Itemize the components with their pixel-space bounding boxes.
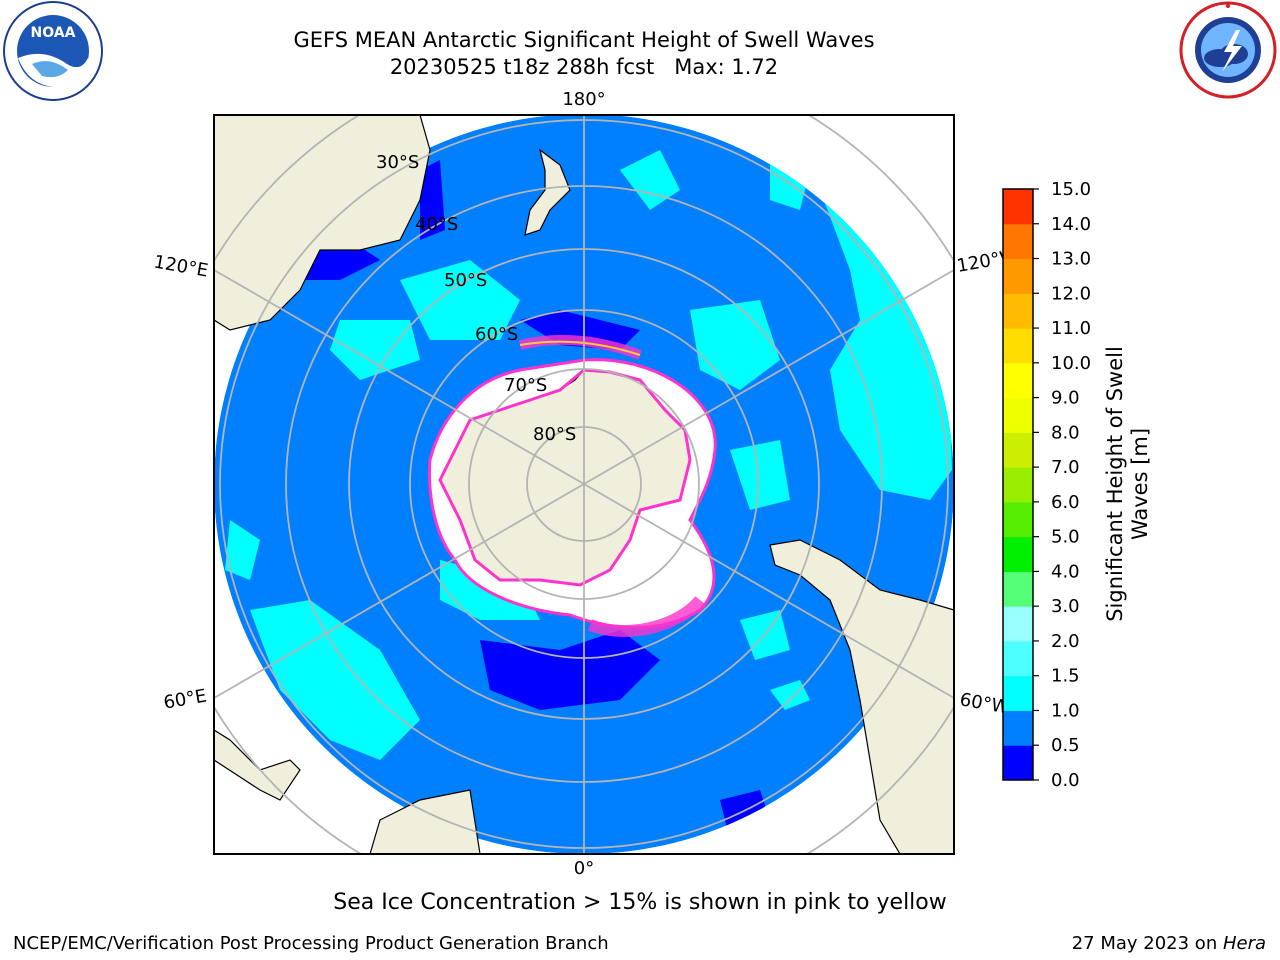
colorbar-segment — [1003, 328, 1033, 364]
colorbar-tick-label: 8.0 — [1051, 422, 1080, 443]
parallel-label-70s: 70°S — [504, 375, 547, 396]
footer-credit: NCEP/EMC/Verification Post Processing Pr… — [13, 933, 609, 954]
colorbar-tick-label: 2.0 — [1051, 631, 1080, 652]
colorbar: 0.0 0.5 1.0 1.5 2.0 3.0 4.0 5.0 6.0 7.0 8.0 9.0 10.0… — [1002, 179, 1091, 791]
parallel-label-40s: 40°S — [415, 214, 458, 235]
colorbar-label-line2: Waves [m] — [1128, 427, 1152, 541]
colorbar-tick-label: 3.0 — [1051, 596, 1080, 617]
colorbar-tick-label: 6.0 — [1051, 492, 1080, 513]
colorbar-segment — [1003, 710, 1033, 746]
meridian-label-60e: 60°E — [162, 685, 208, 713]
parallel-label-80s: 80°S — [533, 424, 576, 445]
colorbar-tick-label: 0.5 — [1051, 735, 1080, 756]
footer-host: Hera — [1222, 933, 1266, 954]
national-weather-service-logo-icon — [1179, 1, 1277, 99]
colorbar-tick-label: 1.5 — [1051, 666, 1080, 687]
colorbar-tick-label: 15.0 — [1051, 179, 1091, 200]
footer-date-text: 27 May 2023 on — [1071, 933, 1223, 954]
colorbar-segment — [1003, 467, 1033, 503]
colorbar-frame — [1002, 188, 1034, 781]
colorbar-segment — [1003, 397, 1033, 433]
meridian-label-120e: 120°E — [152, 251, 210, 281]
footer-date: 27 May 2023 on Hera — [1072, 933, 1266, 954]
colorbar-segment — [1003, 745, 1033, 781]
colorbar-segment — [1003, 432, 1033, 468]
colorbar-tick-label: 11.0 — [1051, 318, 1091, 339]
graticule — [214, 115, 954, 854]
colorbar-segment — [1003, 640, 1033, 677]
colorbar-segment — [1003, 293, 1033, 329]
colorbar-segment — [1003, 362, 1033, 399]
meridian-label-0: 0° — [574, 858, 594, 879]
chart-subtitle: 20230525 t18z 288h fcst Max: 1.72 — [389, 55, 779, 79]
colorbar-tick-label: 13.0 — [1051, 249, 1091, 270]
chart-title: GEFS MEAN Antarctic Significant Height o… — [293, 28, 875, 52]
sea-ice — [427, 334, 717, 637]
colorbar-tick-label: 0.0 — [1051, 770, 1080, 791]
colorbar-segment — [1003, 501, 1033, 538]
meridian-label-180: 180° — [562, 89, 605, 110]
parallel-label-50s: 50°S — [444, 270, 487, 291]
colorbar-tick-label: 9.0 — [1051, 388, 1080, 409]
colorbar-segment — [1003, 536, 1033, 572]
colorbar-tick-label: 4.0 — [1051, 561, 1080, 582]
colorbar-segment — [1003, 606, 1033, 642]
parallel-label-60s: 60°S — [475, 324, 518, 345]
colorbar-segment — [1003, 189, 1033, 225]
colorbar-tick-label: 5.0 — [1051, 527, 1080, 548]
colorbar-tick-label: 12.0 — [1051, 283, 1091, 304]
colorbar-tick-label: 1.0 — [1051, 700, 1080, 721]
svg-text:NOAA: NOAA — [31, 25, 76, 41]
colorbar-segment — [1003, 258, 1033, 294]
colorbar-label-line1: Significant Height of Swell — [1103, 346, 1127, 622]
colorbar-segment — [1003, 675, 1033, 711]
noaa-logo-icon: NOAA — [3, 1, 103, 101]
colorbar-tick-label: 7.0 — [1051, 457, 1080, 478]
map-frame — [213, 114, 955, 855]
colorbar-segment — [1003, 571, 1033, 607]
colorbar-segment — [1003, 223, 1033, 260]
colorbar-tick-label: 14.0 — [1051, 214, 1091, 235]
colorbar-tick-label: 10.0 — [1051, 353, 1091, 374]
parallel-label-30s: 30°S — [376, 152, 419, 173]
sea-ice-note: Sea Ice Concentration > 15% is shown in … — [333, 890, 947, 915]
